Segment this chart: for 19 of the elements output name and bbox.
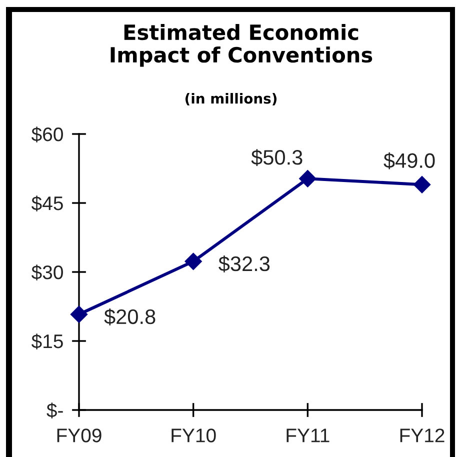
data-label: $32.3 — [218, 256, 270, 272]
y-tick-label: $60 — [31, 126, 63, 142]
chart-title: Estimated Economic Impact of Conventions — [110, 24, 372, 67]
y-tick-label: $45 — [31, 196, 63, 212]
data-label: $20.8 — [104, 308, 156, 326]
chart-subtitle: (in millions) — [186, 93, 276, 106]
y-tick-label: $- — [46, 402, 63, 418]
point — [184, 252, 202, 270]
point — [70, 305, 88, 324]
data-label: $50.3 — [251, 149, 302, 166]
x-tick-label: FY10 — [172, 428, 216, 442]
point — [298, 170, 317, 188]
x-tick-label: FY09 — [57, 428, 102, 442]
x-tick-label: FY11 — [286, 428, 330, 442]
y-tick-label: $30 — [31, 264, 63, 280]
point — [413, 176, 431, 194]
x-tick-label: FY12 — [400, 428, 444, 442]
y-tick-label: $15 — [31, 334, 63, 350]
data-label: $49.0 — [384, 152, 435, 170]
